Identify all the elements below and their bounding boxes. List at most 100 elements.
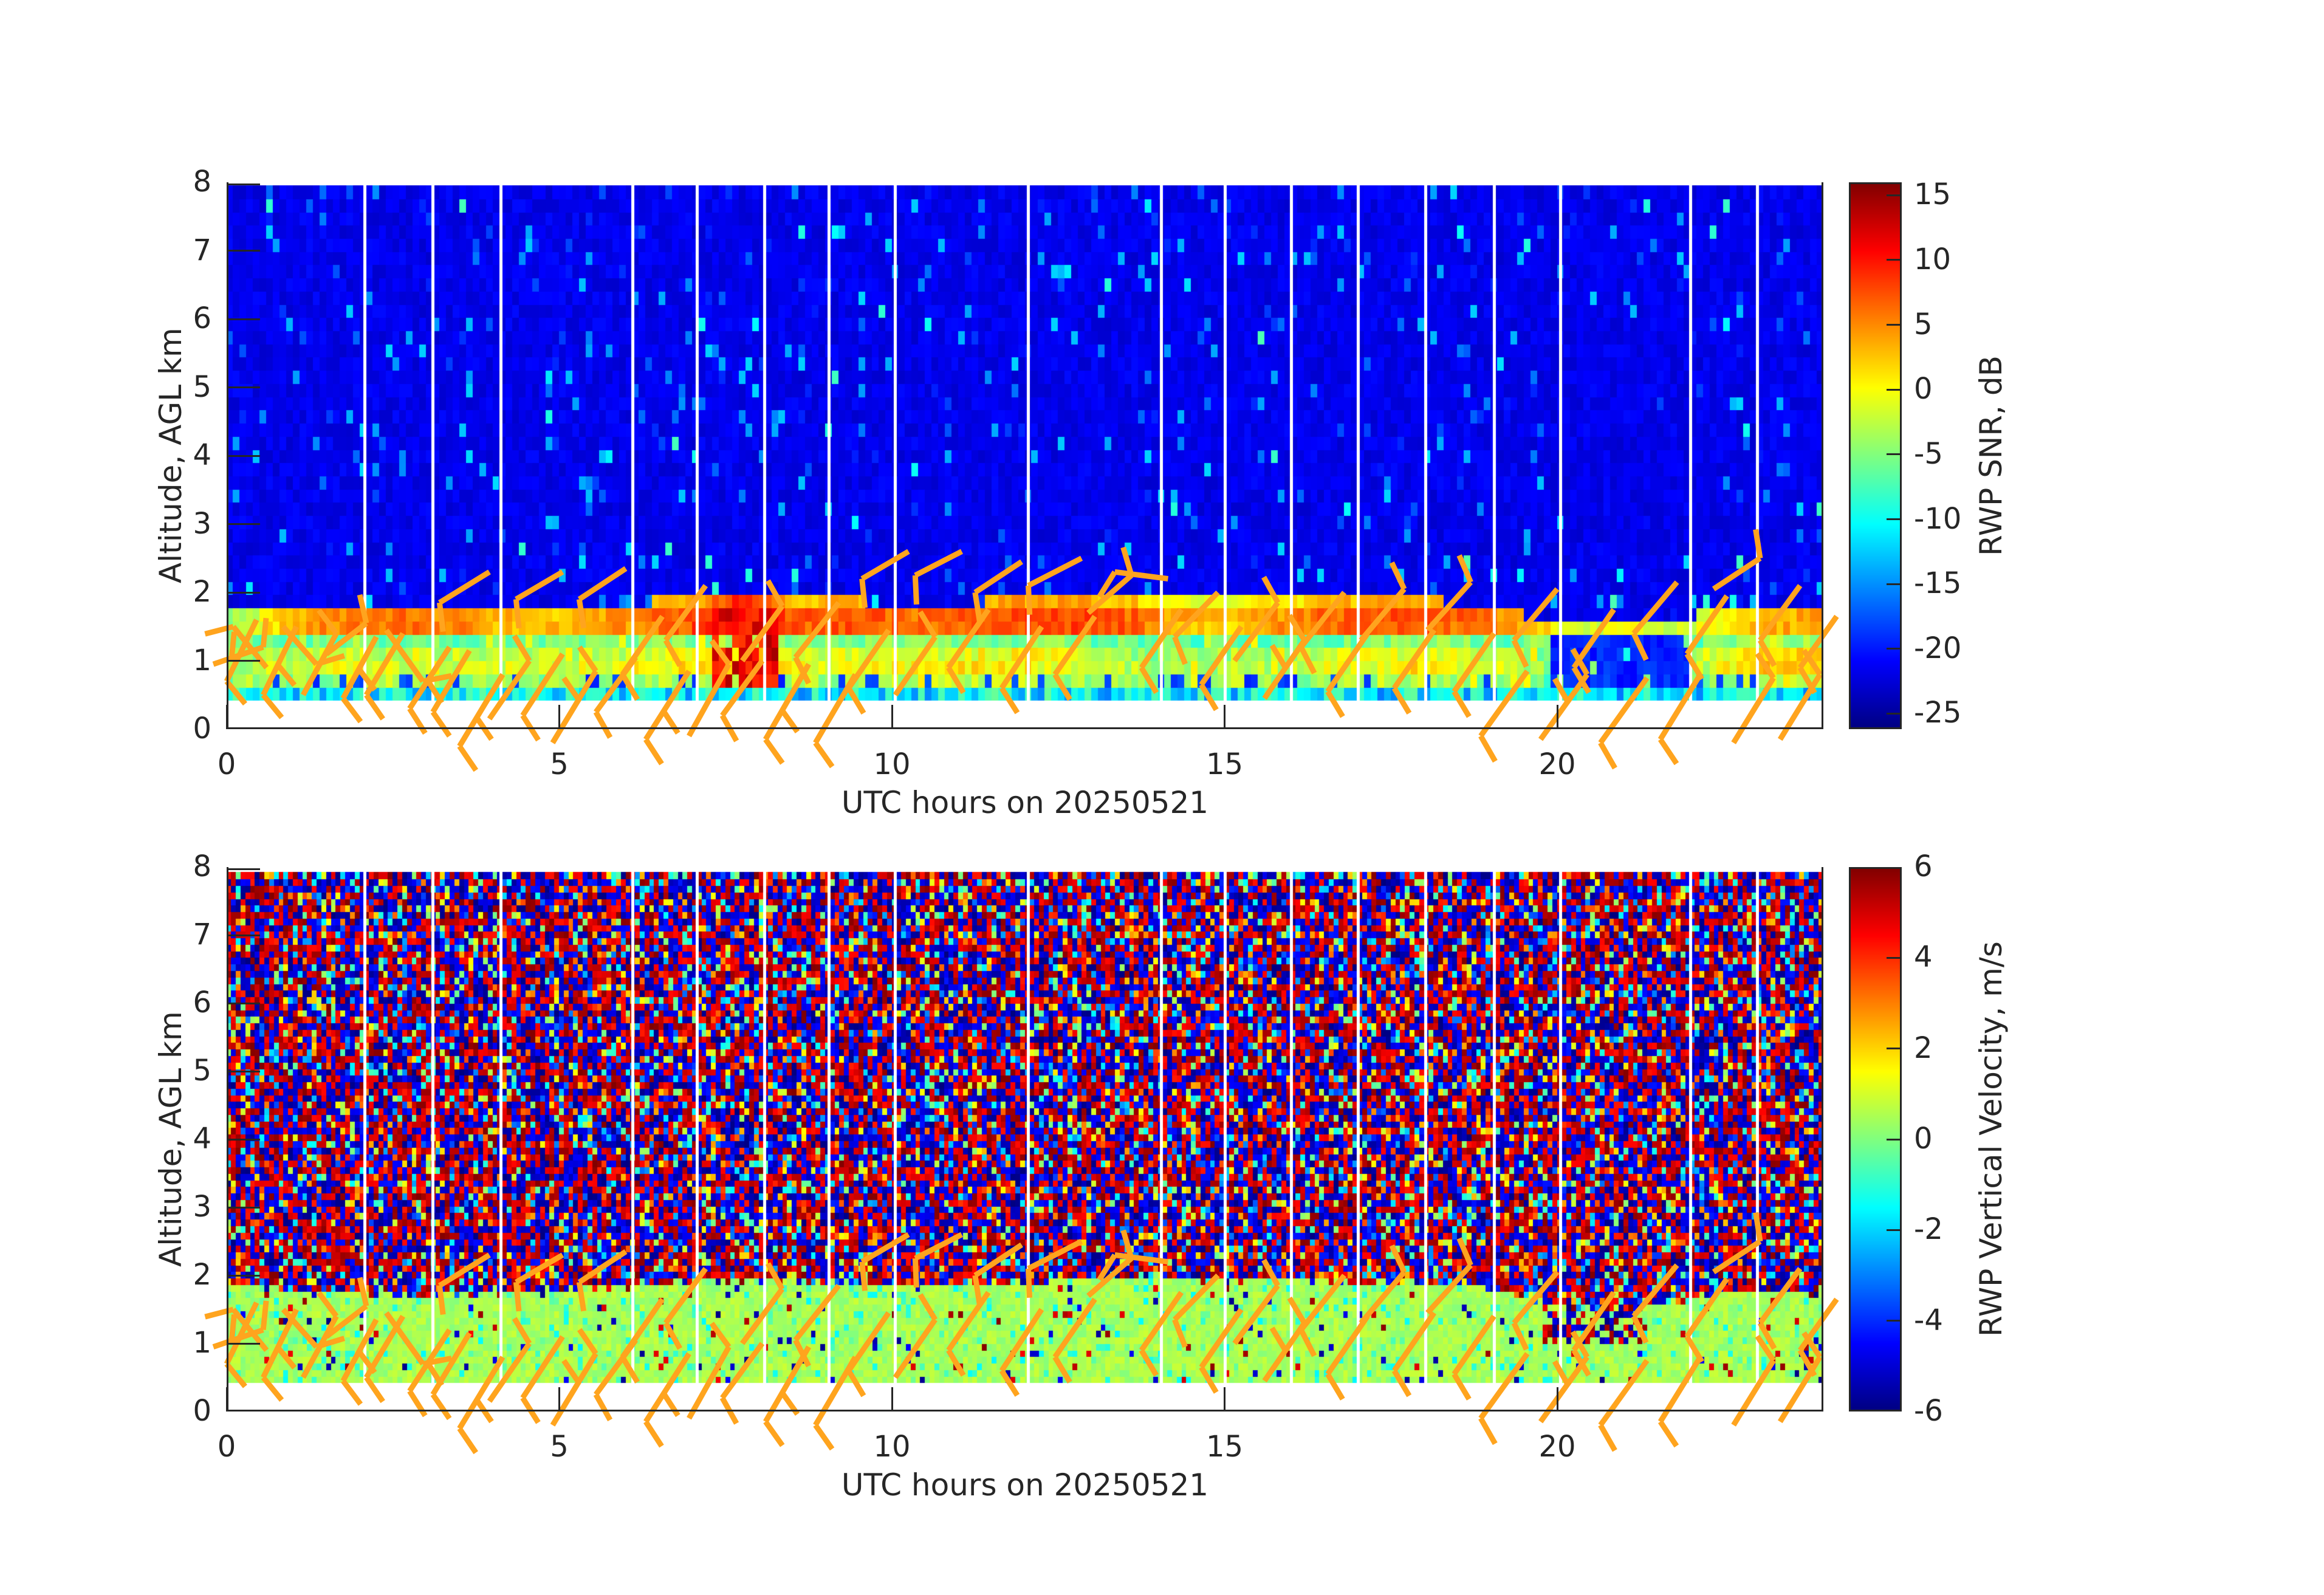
wind-barb xyxy=(1452,1314,1496,1376)
wind-barb xyxy=(1120,546,1134,577)
wind-barb xyxy=(1512,587,1560,642)
wind-barb xyxy=(561,676,581,702)
wind-barb xyxy=(813,741,835,769)
y-tick-label: 8 xyxy=(193,165,211,199)
wind-barb xyxy=(1298,591,1347,649)
y-tick-mark xyxy=(227,660,260,662)
colorbar-tick-label: -15 xyxy=(1914,566,1962,601)
wind-barb xyxy=(687,662,732,738)
wind-barb xyxy=(1552,1360,1571,1386)
wind-barb xyxy=(1298,645,1317,674)
wind-barb xyxy=(620,614,665,676)
wind-barb xyxy=(643,738,664,766)
wind-barb xyxy=(224,679,247,706)
wind-barb xyxy=(1199,1365,1219,1394)
wind-barb xyxy=(1657,1420,1679,1448)
wind-barb xyxy=(1511,1322,1529,1351)
wind-barb xyxy=(561,1359,581,1384)
snr-panel xyxy=(204,182,1839,772)
wind-barb xyxy=(1298,1274,1347,1332)
wind-barb xyxy=(972,592,982,622)
wind-barb xyxy=(593,1393,613,1422)
wind-barb xyxy=(1478,1416,1498,1446)
wind-barb xyxy=(643,1352,691,1424)
colorbar-tick-label: 15 xyxy=(1914,177,1952,212)
wind-barb xyxy=(1753,529,1763,559)
wind-barb xyxy=(430,710,452,738)
colorbar-tick-label: 10 xyxy=(1914,242,1952,276)
wind-barb xyxy=(281,1308,319,1349)
wind-barb xyxy=(407,1328,452,1393)
wind-barb xyxy=(1631,580,1679,636)
wind-barb xyxy=(1172,1319,1188,1348)
x-tick-mark xyxy=(225,705,228,729)
wind-barb xyxy=(436,602,446,633)
wind-barb xyxy=(793,1284,841,1342)
y-tick-mark xyxy=(227,523,260,525)
x-tick-label: 5 xyxy=(550,1430,569,1464)
wind-barb xyxy=(1086,573,1134,616)
wind-barb xyxy=(1452,690,1472,718)
wind-barb xyxy=(317,608,339,636)
snr-colorbar-frame xyxy=(1849,182,1902,729)
wind-barb xyxy=(512,634,532,662)
x-tick-mark xyxy=(1556,1387,1558,1411)
colorbar-tick-mark xyxy=(1887,1229,1902,1231)
wind-barb xyxy=(1172,636,1188,665)
wind-barb xyxy=(1478,1352,1530,1420)
wind-barb xyxy=(224,619,259,683)
colorbar-tick-label: -6 xyxy=(1914,1394,1943,1428)
wind-barb xyxy=(261,1376,284,1402)
wind-barb xyxy=(1777,673,1823,741)
wind-barb xyxy=(1797,1348,1817,1377)
colorbar-tick-mark xyxy=(1887,648,1902,650)
wind-barb xyxy=(260,1300,269,1331)
wind-barb xyxy=(813,1423,835,1451)
snr-heatmap-canvas xyxy=(227,182,1823,729)
y-tick-mark xyxy=(227,868,260,870)
wind-barb xyxy=(1511,639,1529,668)
wind-barb xyxy=(1598,1424,1617,1452)
wind-barb xyxy=(1478,735,1498,763)
wind-barb xyxy=(407,1389,428,1418)
wind-barb xyxy=(999,687,1020,715)
wind-barb xyxy=(457,744,479,772)
wind-barb xyxy=(260,617,269,648)
wind-barb xyxy=(457,1427,478,1455)
y-tick-mark xyxy=(227,1274,260,1277)
wind-barb xyxy=(1798,614,1839,670)
wind-barb xyxy=(720,659,765,718)
wind-barb xyxy=(1758,1322,1777,1350)
wind-barb xyxy=(577,566,628,602)
wind-barb xyxy=(1753,1212,1763,1242)
wind-barb xyxy=(1199,625,1244,687)
x-tick-label: 0 xyxy=(217,747,236,781)
wind-barb xyxy=(793,656,812,685)
wind-barb xyxy=(1391,687,1412,715)
y-tick-mark xyxy=(227,1206,260,1209)
y-tick-mark xyxy=(227,250,260,252)
wind-barb xyxy=(384,1311,425,1366)
wind-barb xyxy=(513,1281,522,1312)
colorbar-tick-label: 5 xyxy=(1914,307,1933,341)
colorbar-tick-label: -20 xyxy=(1914,631,1962,665)
colorbar-tick-label: -4 xyxy=(1914,1303,1943,1337)
x-tick-mark xyxy=(891,705,893,729)
wind-barb xyxy=(1389,1244,1407,1274)
wind-barb xyxy=(1731,676,1776,744)
wind-barb xyxy=(709,1322,732,1349)
wind-barb xyxy=(1538,1355,1589,1424)
y-tick-label: 8 xyxy=(193,849,211,883)
wind-barb xyxy=(859,578,868,608)
wind-barb xyxy=(1571,608,1616,670)
wind-barb xyxy=(487,1342,532,1403)
wind-barb xyxy=(1325,690,1345,718)
wind-barb xyxy=(1269,643,1288,670)
wind-barb xyxy=(846,687,866,715)
wind-barb xyxy=(999,1369,1020,1397)
y-tick-label: 0 xyxy=(193,712,211,746)
wind-barb xyxy=(520,652,565,717)
wind-barb xyxy=(661,1391,680,1418)
y-tick-label: 2 xyxy=(193,575,211,609)
